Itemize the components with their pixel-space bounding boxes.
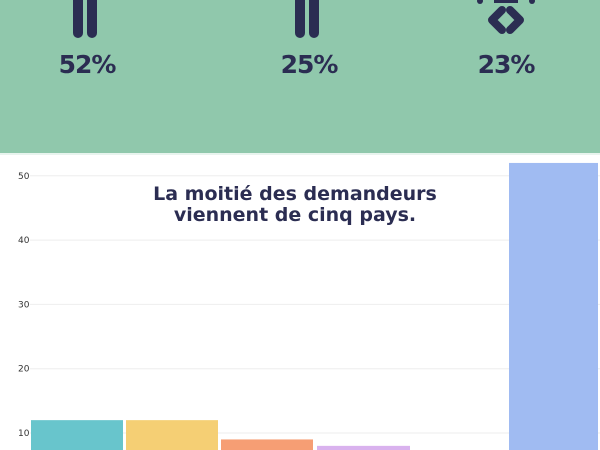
y-tick-label: 30 (18, 300, 30, 310)
bar (31, 420, 123, 450)
y-tick-label: 10 (18, 429, 30, 439)
stat-value: 52% (58, 50, 117, 79)
bar-chart: 10 20 30 40 50 (18, 162, 600, 450)
chart-title-line: viennent de cinq pays. (173, 204, 417, 226)
family-icon (477, 0, 535, 34)
bar (221, 439, 313, 450)
bar (126, 420, 218, 450)
stats-banner: 52% 25% 23% (0, 0, 600, 155)
chart-title-line: La moitié des demandeurs (153, 183, 437, 205)
y-tick-label: 50 (18, 172, 30, 182)
y-tick-label: 40 (18, 236, 30, 246)
y-tick-label: 20 (18, 365, 30, 375)
stat-value: 23% (477, 50, 536, 79)
bar (317, 445, 410, 450)
stat-value: 25% (280, 50, 339, 79)
bar (509, 162, 598, 450)
chart-title: La moitié des demandeurs viennent de cin… (130, 184, 460, 226)
